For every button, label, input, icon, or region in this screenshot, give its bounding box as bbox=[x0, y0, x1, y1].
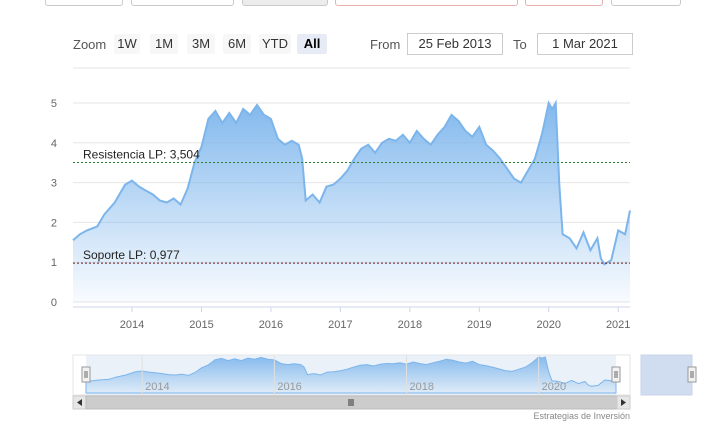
navigator-area bbox=[85, 356, 617, 394]
credits[interactable]: Estrategias de Inversión bbox=[533, 411, 630, 421]
navigator-label: 2014 bbox=[145, 381, 169, 393]
top-button-1[interactable] bbox=[45, 0, 123, 6]
navigator-label: 2020 bbox=[542, 381, 566, 393]
navigator-labels: 2014 2016 2018 2020 bbox=[141, 355, 566, 395]
top-button-2[interactable] bbox=[131, 0, 234, 6]
y-tick-label: 4 bbox=[51, 138, 57, 150]
x-tick-label: 2016 bbox=[259, 319, 283, 331]
y-tick-label: 3 bbox=[51, 178, 57, 190]
zoom-button-1w[interactable]: 1W bbox=[114, 34, 140, 54]
x-tick-label: 2020 bbox=[536, 319, 560, 331]
y-tick-label: 2 bbox=[51, 217, 57, 229]
zoom-label: Zoom bbox=[73, 37, 107, 52]
y-tick-label: 0 bbox=[51, 297, 57, 309]
top-button-5[interactable] bbox=[525, 0, 603, 6]
top-button-6[interactable] bbox=[611, 0, 681, 6]
to-label: To bbox=[513, 37, 527, 52]
navigator-handle-right[interactable] bbox=[611, 366, 621, 383]
from-label: From bbox=[370, 37, 401, 52]
zoom-button-all[interactable]: All bbox=[297, 34, 327, 54]
x-tick-label: 2018 bbox=[398, 319, 422, 331]
top-button-3[interactable] bbox=[242, 0, 328, 6]
zoom-button-1m[interactable]: 1M bbox=[150, 34, 178, 54]
x-axis-labels: 2014 2015 2016 2017 2018 2019 2020 2021 bbox=[73, 306, 630, 331]
x-tick-label: 2017 bbox=[328, 319, 352, 331]
y-axis-labels: 0 1 2 3 4 5 bbox=[51, 98, 57, 309]
to-date-input[interactable]: 1 Mar 2021 bbox=[537, 33, 633, 55]
zoom-button-6m[interactable]: 6M bbox=[223, 34, 251, 54]
series-area bbox=[73, 103, 630, 302]
x-tick-label: 2021 bbox=[606, 319, 630, 331]
navigator-label: 2018 bbox=[410, 381, 434, 393]
x-tick-label: 2015 bbox=[189, 319, 213, 331]
navigator-handle-left[interactable] bbox=[81, 366, 91, 383]
scrollbar-grip-icon bbox=[348, 399, 354, 406]
top-button-4[interactable] bbox=[335, 0, 518, 6]
plot-line-label: Resistencia LP: 3,504 bbox=[83, 148, 200, 162]
plot-line-label: Soporte LP: 0,977 bbox=[83, 248, 180, 262]
scrollbar[interactable] bbox=[72, 395, 631, 410]
zoom-button-ytd[interactable]: YTD bbox=[259, 34, 291, 54]
plot-lines: Resistencia LP: 3,504 Soporte LP: 0,977 bbox=[73, 148, 630, 264]
from-date-input[interactable]: 25 Feb 2013 bbox=[407, 33, 503, 55]
navigator: 2014 2016 2018 2020 bbox=[72, 354, 631, 396]
y-tick-label: 5 bbox=[51, 98, 57, 110]
zoom-button-3m[interactable]: 3M bbox=[187, 34, 215, 54]
arrow-left-icon bbox=[77, 399, 82, 406]
arrow-right-icon bbox=[621, 399, 626, 406]
y-tick-label: 1 bbox=[51, 257, 57, 269]
secondary-navigator[interactable] bbox=[640, 354, 697, 396]
x-tick-label: 2014 bbox=[120, 319, 144, 331]
series-line bbox=[72, 99, 631, 266]
x-tick-label: 2019 bbox=[467, 319, 491, 331]
navigator-label: 2016 bbox=[277, 381, 301, 393]
